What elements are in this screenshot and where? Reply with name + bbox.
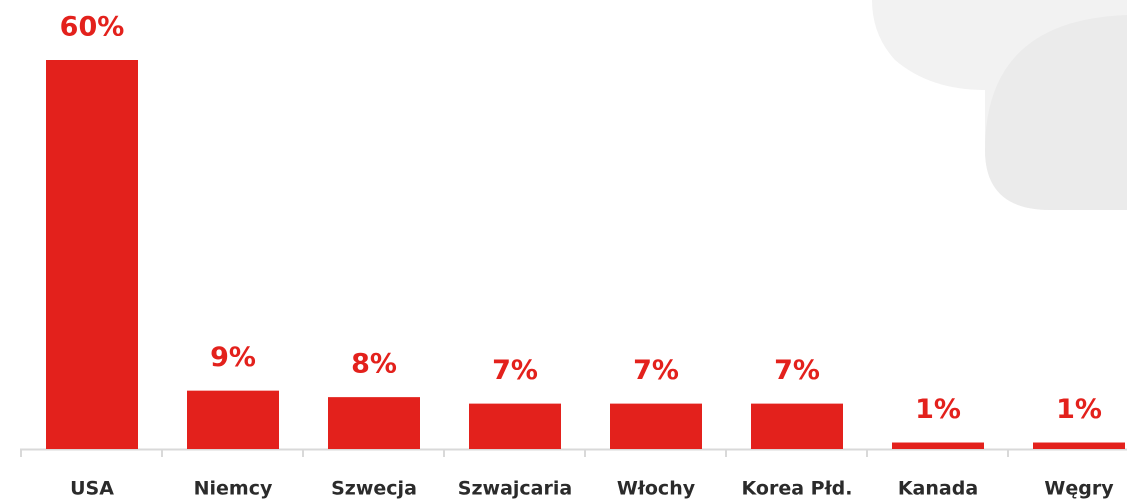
value-label: 7% (774, 355, 820, 386)
value-label: 7% (633, 355, 679, 386)
x-tick-label: Kanada (898, 478, 978, 499)
bar (892, 442, 984, 449)
value-label: 1% (915, 394, 961, 425)
x-tick-label: Włochy (617, 478, 696, 499)
value-label: 8% (351, 349, 397, 380)
x-tick-label: Korea Płd. (742, 478, 853, 499)
bar (610, 403, 702, 449)
bar (187, 390, 279, 449)
value-label: 1% (1056, 394, 1102, 425)
x-tick-label: USA (70, 478, 114, 499)
value-label: 9% (210, 342, 256, 373)
bar (751, 403, 843, 449)
x-tick-label: Szwajcaria (458, 478, 572, 499)
value-label: 7% (492, 355, 538, 386)
x-tick-label: Szwecja (331, 478, 417, 499)
background-decoration (872, 0, 1127, 210)
bar (1033, 442, 1125, 449)
bar (328, 397, 420, 449)
category-separators (20, 449, 1009, 457)
value-label: 60% (60, 12, 125, 43)
x-tick-label: Węgry (1044, 478, 1114, 499)
bar (46, 60, 138, 449)
bar (469, 403, 561, 449)
x-tick-label: Niemcy (194, 478, 273, 499)
